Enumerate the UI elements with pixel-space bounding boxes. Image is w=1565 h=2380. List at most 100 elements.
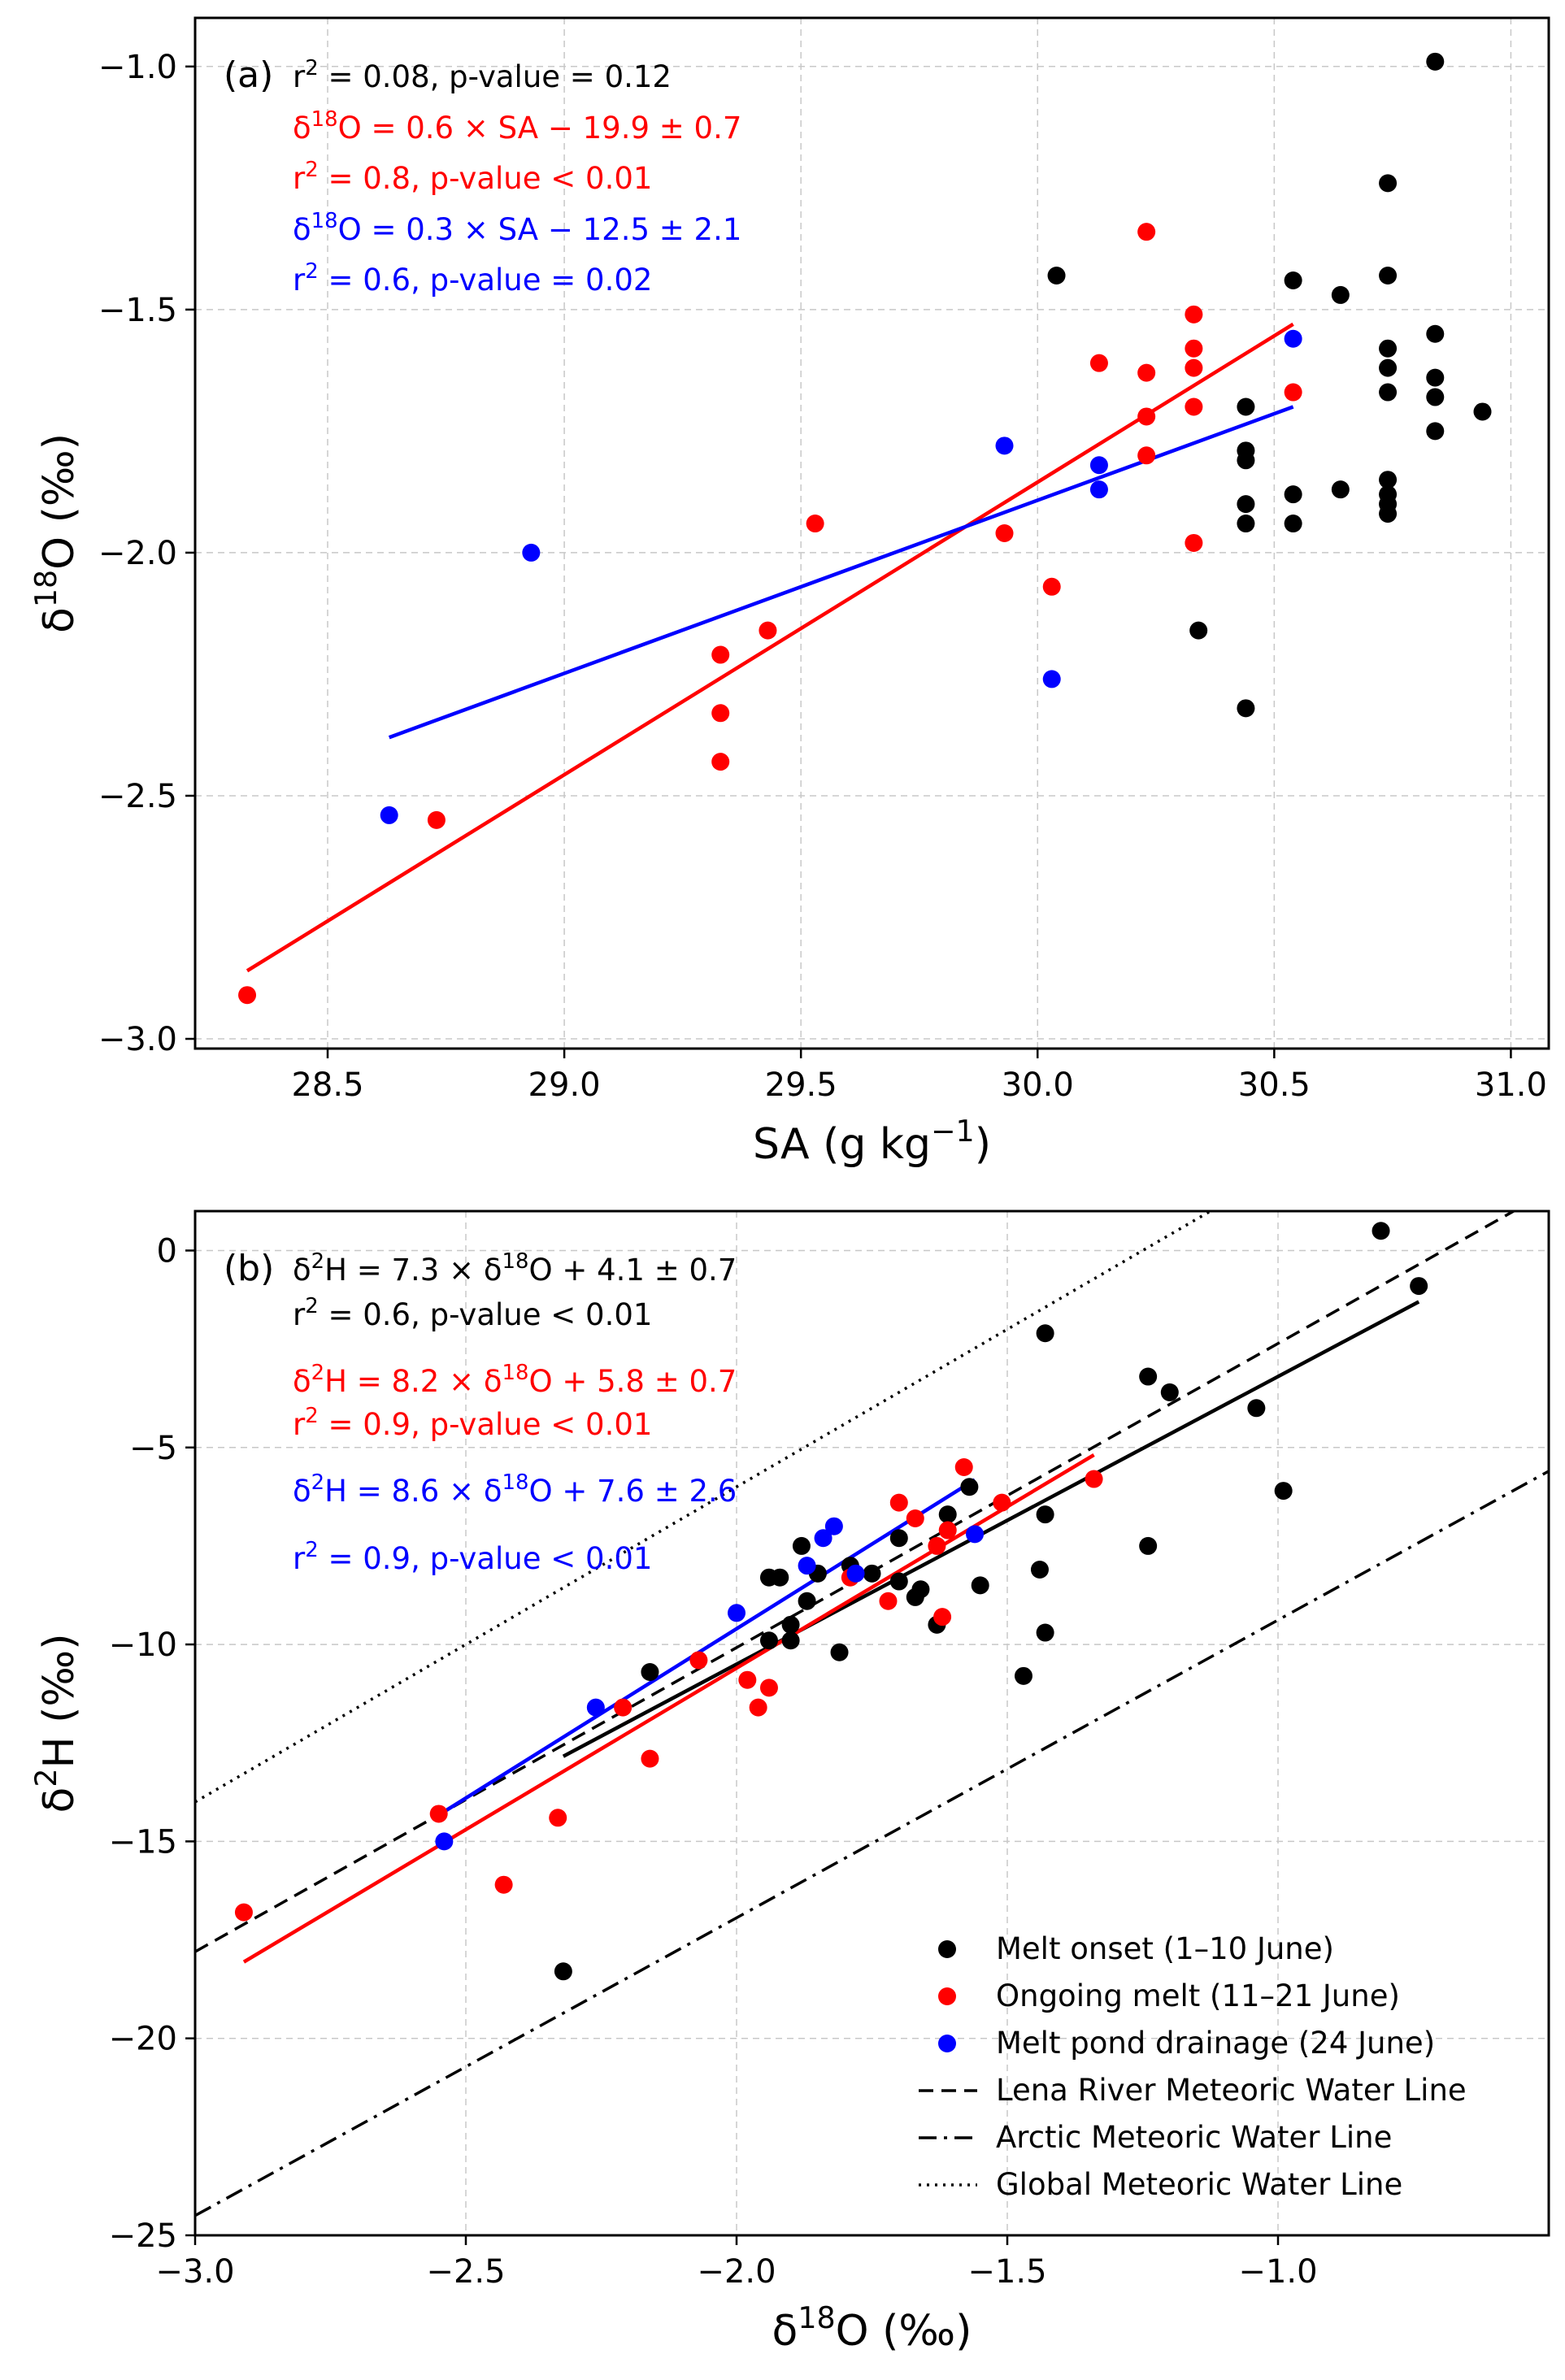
- legend-label: Ongoing melt (11–21 June): [996, 1978, 1400, 2013]
- data-point-black: [1379, 505, 1398, 523]
- x-axis-label: δ18O (‰): [772, 2300, 972, 2356]
- fit-line-blue: [388, 405, 1294, 740]
- x-tick-label: 29.5: [765, 1066, 837, 1104]
- data-point-black: [1030, 1561, 1049, 1579]
- annotation-black: r2 = 0.08, p-value = 0.12: [293, 56, 672, 94]
- data-point-black: [1237, 495, 1255, 514]
- data-point-black: [1189, 621, 1208, 640]
- data-point-black: [1426, 422, 1445, 441]
- data-point-red: [234, 1903, 253, 1922]
- data-point-black: [1139, 1367, 1158, 1386]
- data-point-red: [1042, 577, 1061, 596]
- data-point-black: [798, 1592, 816, 1610]
- data-point-black: [1372, 1222, 1390, 1240]
- data-point-black: [1036, 1324, 1054, 1343]
- data-point-red: [494, 1875, 513, 1894]
- data-point-black: [1331, 480, 1350, 499]
- x-tick-label: −1.5: [967, 2253, 1046, 2291]
- y-tick-label: −10: [109, 1626, 177, 1664]
- y-tick-label: −1.0: [98, 49, 177, 86]
- data-point-black: [1014, 1666, 1032, 1685]
- data-point-black: [863, 1564, 881, 1583]
- data-point-red: [806, 515, 824, 533]
- legend-label: Arctic Meteoric Water Line: [996, 2120, 1392, 2155]
- annotation-blue: δ2H = 8.6 × δ18O + 7.6 ± 2.6: [293, 1470, 737, 1509]
- data-point-black: [1410, 1277, 1428, 1296]
- data-point-blue: [435, 1832, 454, 1851]
- data-point-red: [759, 1679, 778, 1697]
- y-tick-label: −2.0: [98, 535, 177, 572]
- axes-frame: [193, 16, 1550, 1050]
- data-point-black: [1036, 1623, 1054, 1642]
- plot-area: [238, 52, 1492, 1005]
- data-point-red: [759, 621, 777, 640]
- data-point-blue: [995, 436, 1014, 455]
- data-point-black: [1379, 471, 1398, 489]
- data-point-black: [1237, 451, 1255, 470]
- y-tick-label: −20: [109, 2021, 177, 2058]
- panel-b: −3.0 −2.5 −2.0 −1.5 −1.0 −25 −20 −15 −10 −5 0 δ18O …: [28, 1210, 1550, 2356]
- y-tick-label: −2.5: [98, 778, 177, 815]
- data-point-black: [1237, 699, 1255, 718]
- data-point-blue: [846, 1564, 865, 1583]
- data-point-red: [938, 1521, 957, 1540]
- plot-area: [195, 1211, 1549, 2217]
- data-point-black: [889, 1529, 908, 1548]
- data-point-black: [1237, 515, 1255, 533]
- x-tick-label: 28.5: [291, 1066, 363, 1104]
- annotation-blue: r2 = 0.6, p-value = 0.02: [293, 259, 652, 298]
- data-point-red: [427, 810, 446, 829]
- data-point-red: [906, 1509, 924, 1527]
- annotation-blue: δ18O = 0.3 × SA − 12.5 ± 2.1: [293, 209, 741, 247]
- annotation-blue: r2 = 0.9, p-value < 0.01: [293, 1538, 652, 1576]
- data-point-red: [1185, 305, 1203, 324]
- reference-line: [195, 1470, 1549, 2217]
- data-point-blue: [1089, 480, 1108, 499]
- data-point-black: [1274, 1482, 1293, 1501]
- data-point-red: [1185, 397, 1203, 416]
- data-point-black: [792, 1536, 811, 1555]
- data-point-black: [1237, 397, 1255, 416]
- data-point-red: [711, 645, 730, 664]
- fit-line-black: [562, 1300, 1420, 1758]
- data-point-black: [1047, 267, 1066, 284]
- y-tick-label: −3.0: [98, 1021, 177, 1058]
- y-tick-label: −25: [109, 2217, 177, 2255]
- data-point-red: [711, 704, 730, 723]
- x-tick-label: −3.0: [155, 2253, 234, 2291]
- data-point-red: [1185, 358, 1203, 377]
- panel-a: 28.5 29.0 29.5 30.0 30.5 31.0 −3.0 −2.5 −2.0 −1.5…: [28, 16, 1550, 1169]
- data-point-red: [1137, 223, 1156, 241]
- data-point-black: [1139, 1536, 1158, 1555]
- data-point-black: [960, 1478, 979, 1496]
- data-point-black: [1426, 368, 1445, 387]
- data-point-red: [549, 1809, 567, 1827]
- y-tick-label: −5: [129, 1430, 177, 1467]
- y-axis-label: δ2H (‰): [28, 1634, 85, 1813]
- data-point-black: [1331, 285, 1350, 304]
- y-tick-label: −15: [109, 1823, 177, 1861]
- data-point-blue: [798, 1557, 816, 1575]
- data-point-red: [749, 1698, 767, 1717]
- annotation-black: r2 = 0.6, p-value < 0.01: [293, 1294, 652, 1332]
- x-tick-label: 30.5: [1238, 1066, 1311, 1104]
- axes-frame: [193, 1210, 1550, 2237]
- y-tick-label: 0: [157, 1232, 177, 1270]
- data-point-red: [1085, 1470, 1103, 1488]
- data-point-red: [641, 1749, 659, 1768]
- data-point-blue: [966, 1525, 985, 1544]
- annotation-red: r2 = 0.8, p-value < 0.01: [293, 158, 652, 196]
- data-point-black: [1379, 174, 1398, 193]
- data-point-blue: [824, 1517, 843, 1535]
- data-point-black: [1379, 267, 1398, 284]
- data-point-black: [1473, 402, 1492, 421]
- data-point-red: [954, 1458, 973, 1476]
- data-point-red: [1137, 446, 1156, 465]
- data-point-black: [1426, 52, 1445, 71]
- data-point-black: [1379, 358, 1398, 377]
- data-point-black: [1379, 383, 1398, 402]
- panel-label: (b): [224, 1248, 274, 1289]
- data-point-blue: [1284, 329, 1302, 348]
- data-point-black: [781, 1615, 800, 1634]
